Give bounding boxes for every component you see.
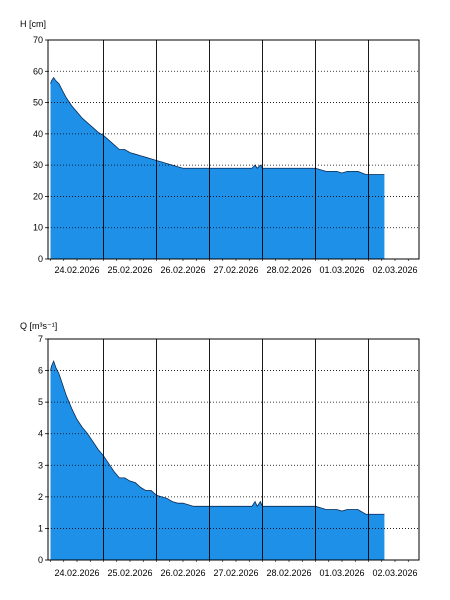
water-level-y-tick-label: 40 — [33, 129, 43, 139]
discharge-x-tick-label: 27.02.2026 — [213, 568, 258, 578]
water-level-y-tick-label: 20 — [33, 191, 43, 201]
discharge-chart: Q [m³s⁻¹] 0 1 2 3 4 5 6 7 24.02.2026 25.02.2026 26… — [20, 321, 420, 578]
water-level-x-tick-label: 26.02.2026 — [160, 265, 205, 275]
discharge-y-axis-label: Q [m³s⁻¹] — [20, 321, 57, 331]
discharge-y-tick-label: 4 — [38, 429, 43, 439]
water-level-series-outline — [50, 76, 385, 175]
discharge-x-tick-label: 02.03.2026 — [372, 568, 417, 578]
discharge-y-tick-label: 6 — [38, 366, 43, 376]
discharge-area-series — [50, 361, 385, 560]
discharge-y-tick-label: 7 — [38, 334, 43, 344]
discharge-x-tick-label: 26.02.2026 — [160, 568, 205, 578]
discharge-y-tick-label: 2 — [38, 492, 43, 502]
water-level-x-tick-label: 01.03.2026 — [319, 265, 364, 275]
water-level-y-tick-label: 70 — [33, 35, 43, 45]
water-level-y-tick-label: 10 — [33, 223, 43, 233]
water-level-plot-frame — [47, 39, 420, 260]
water-level-y-tick-label: 60 — [33, 66, 43, 76]
discharge-plot-frame — [47, 338, 420, 561]
discharge-y-tick-label: 1 — [38, 523, 43, 533]
water-level-x-tick-label: 25.02.2026 — [107, 265, 152, 275]
water-level-x-tick-label: 24.02.2026 — [54, 265, 99, 275]
discharge-x-tick-label: 01.03.2026 — [319, 568, 364, 578]
water-level-y-tick-label: 0 — [38, 254, 43, 264]
water-level-x-tick-label: 28.02.2026 — [266, 265, 311, 275]
water-level-y-tick-label: 30 — [33, 160, 43, 170]
water-level-x-tick-label: 27.02.2026 — [213, 265, 258, 275]
discharge-y-tick-label: 0 — [38, 555, 43, 565]
discharge-y-tick-label: 5 — [38, 397, 43, 407]
discharge-x-tick-label: 28.02.2026 — [266, 568, 311, 578]
discharge-x-tick-label: 25.02.2026 — [107, 568, 152, 578]
water-level-x-tick-label: 02.03.2026 — [372, 265, 417, 275]
water-level-y-tick-label: 50 — [33, 98, 43, 108]
water-level-y-axis-label: H [cm] — [20, 19, 46, 29]
discharge-series-outline — [50, 360, 385, 515]
discharge-y-tick-label: 3 — [38, 460, 43, 470]
discharge-x-tick-label: 24.02.2026 — [54, 568, 99, 578]
water-level-area-series — [50, 77, 385, 259]
water-level-chart: H [cm] 0 10 20 30 40 50 60 70 24.02.2026 25.02.20… — [20, 19, 420, 275]
